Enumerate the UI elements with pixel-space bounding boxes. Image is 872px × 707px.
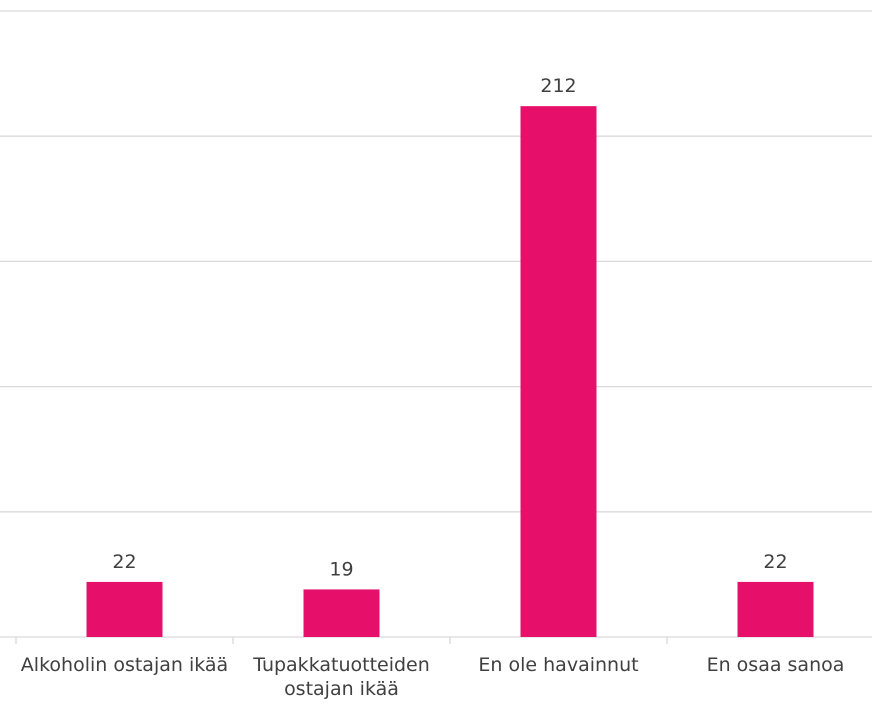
bar — [86, 581, 163, 637]
x-tick-label: Tupakkatuotteiden ostajan ikää — [253, 654, 430, 700]
bar — [520, 106, 597, 638]
data-label: 212 — [540, 75, 576, 97]
bar — [303, 589, 380, 637]
x-tick-label: En osaa sanoa — [706, 654, 845, 676]
data-label: 22 — [763, 551, 787, 573]
data-label: 22 — [112, 551, 136, 573]
data-label: 19 — [329, 558, 353, 580]
x-tick-label: Alkoholin ostajan ikää — [20, 654, 229, 676]
bar — [737, 581, 814, 637]
x-tick-label: En ole havainnut — [478, 654, 639, 676]
